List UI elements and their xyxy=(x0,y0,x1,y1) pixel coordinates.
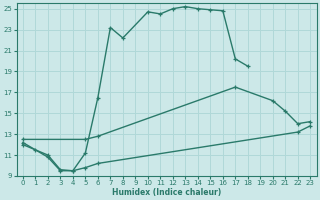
X-axis label: Humidex (Indice chaleur): Humidex (Indice chaleur) xyxy=(112,188,221,197)
